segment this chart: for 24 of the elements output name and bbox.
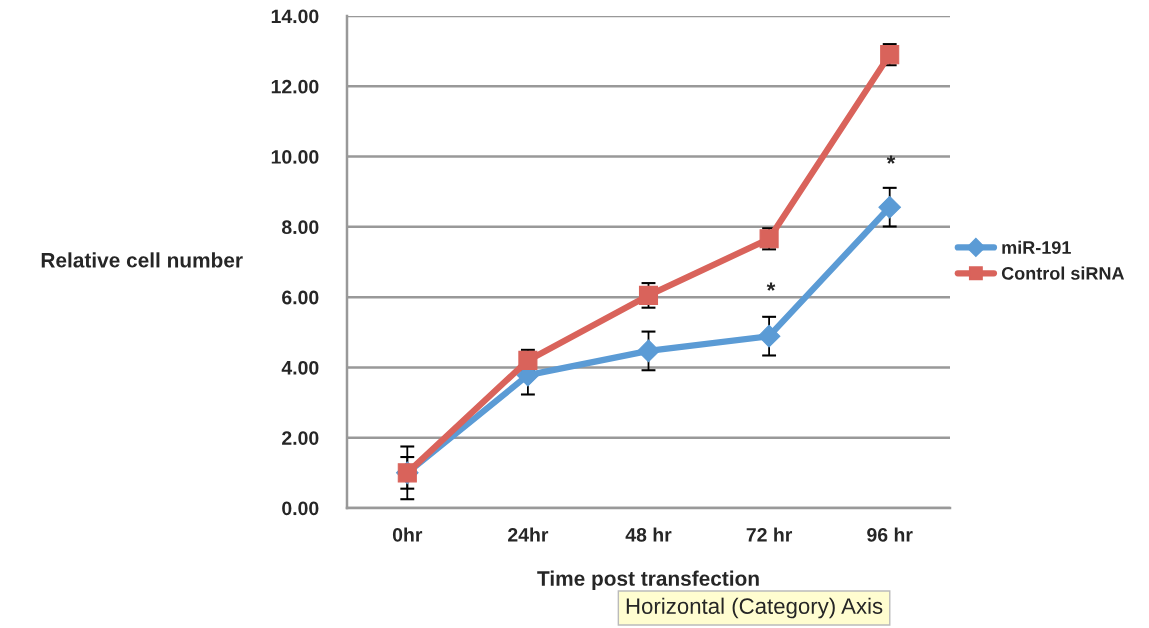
y-tick-label: 14.00 bbox=[271, 9, 319, 24]
point bbox=[638, 285, 659, 305]
y-tick-label: 10.00 bbox=[271, 150, 319, 164]
y-axis-title: Relative cell number bbox=[41, 252, 243, 268]
x-tick-label: 0hr bbox=[392, 527, 423, 542]
x-tick-label: 72 hr bbox=[746, 527, 793, 542]
annotation: * bbox=[766, 282, 776, 291]
y-tick-label: 2.00 bbox=[282, 431, 319, 445]
point bbox=[757, 324, 781, 348]
x-tick-label: 24hr bbox=[508, 527, 549, 542]
y-tick-label: 6.00 bbox=[282, 290, 319, 305]
y-tick-label: 8.00 bbox=[282, 220, 319, 235]
point bbox=[878, 195, 902, 219]
x-axis-title: Time post transfection bbox=[537, 570, 759, 590]
y-tick-label: 0.00 bbox=[282, 501, 319, 516]
x-tick-label: 96 hr bbox=[867, 527, 913, 542]
point bbox=[637, 339, 660, 363]
annotation: * bbox=[886, 155, 896, 164]
x-tick-label: 48 hr bbox=[625, 527, 672, 542]
legend-label: Control siRNA bbox=[1001, 266, 1125, 280]
text: Horizontal (Category) Axis bbox=[626, 597, 883, 619]
y-tick-label: 4.00 bbox=[281, 360, 319, 375]
legend-label: miR-191 bbox=[1002, 240, 1071, 254]
y-tick-label: 12.00 bbox=[271, 79, 319, 94]
